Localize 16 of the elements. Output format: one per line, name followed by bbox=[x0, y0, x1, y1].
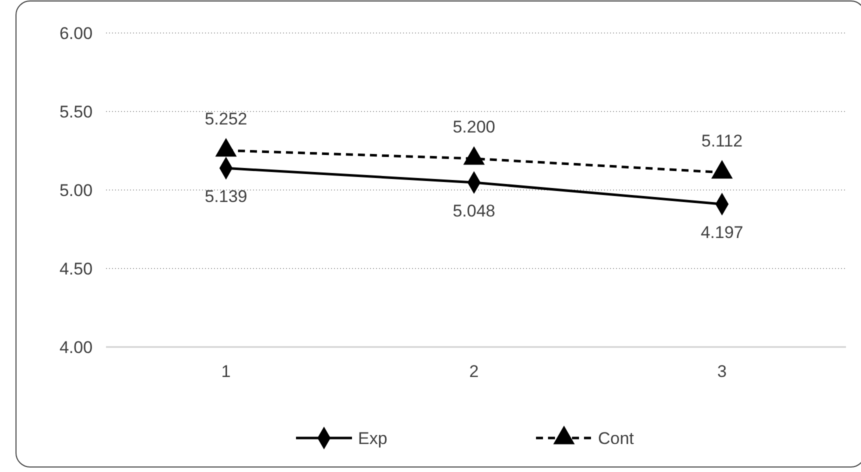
y-tick-label: 4.00 bbox=[59, 338, 93, 357]
data-label: 5.139 bbox=[204, 187, 248, 206]
x-tick-label: 3 bbox=[717, 362, 727, 381]
x-tick-label: 2 bbox=[469, 362, 479, 381]
data-label: 5.200 bbox=[452, 118, 496, 137]
data-label: 5.048 bbox=[452, 201, 496, 220]
legend-label: Cont bbox=[598, 429, 634, 448]
y-tick-label: 4.50 bbox=[59, 260, 93, 278]
annotation: 4.197 bbox=[700, 223, 744, 242]
y-tick-label: 6.00 bbox=[59, 24, 93, 43]
legend-label: Exp bbox=[358, 429, 388, 448]
x-tick-label: 1 bbox=[221, 362, 231, 381]
data-label: 5.252 bbox=[204, 109, 248, 128]
data-label: 5.112 bbox=[701, 131, 743, 150]
y-tick-label: 5.50 bbox=[59, 102, 93, 122]
y-tick-label: 5.00 bbox=[59, 181, 93, 200]
